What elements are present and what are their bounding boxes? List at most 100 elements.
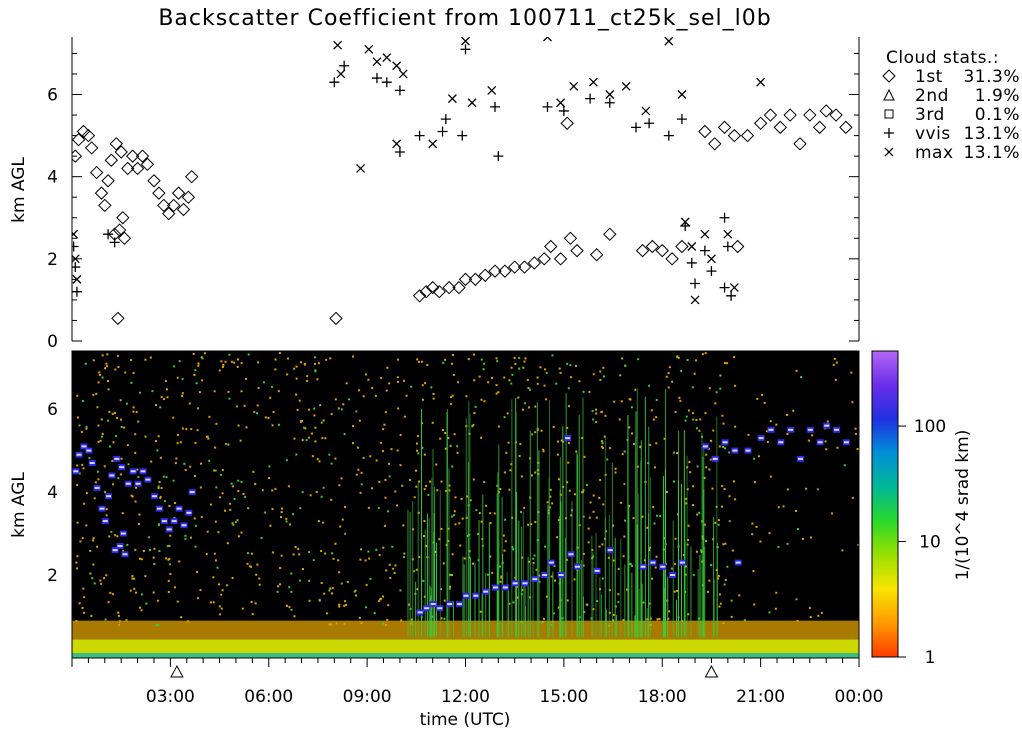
- scatter-point-max: [333, 40, 343, 50]
- noise-pixel: [290, 608, 293, 611]
- noise-pixel: [451, 553, 454, 556]
- noise-pixel: [98, 371, 101, 374]
- noise-pixel: [145, 602, 148, 605]
- noise-pixel: [600, 410, 603, 413]
- noise-pixel: [354, 589, 357, 592]
- noise-pixel: [595, 412, 598, 415]
- streak: [439, 490, 441, 638]
- noise-pixel: [181, 392, 184, 395]
- noise-pixel: [231, 485, 234, 488]
- noise-pixel: [337, 559, 340, 562]
- streak: [469, 413, 471, 638]
- noise-pixel: [466, 495, 469, 498]
- noise-pixel: [383, 423, 386, 426]
- xtick-label: 21:00: [736, 687, 785, 707]
- noise-pixel: [111, 593, 114, 596]
- noise-pixel: [639, 446, 642, 449]
- noise-pixel: [286, 357, 289, 360]
- noise-pixel: [256, 404, 259, 407]
- noise-pixel: [221, 492, 224, 495]
- cloud-edge: [745, 449, 751, 452]
- noise-pixel: [637, 358, 640, 361]
- noise-pixel: [298, 579, 301, 582]
- scatter-point-max: [543, 37, 552, 42]
- noise-pixel: [710, 564, 713, 567]
- noise-pixel: [295, 393, 298, 396]
- noise-pixel: [623, 482, 626, 485]
- cloud-edge: [568, 553, 574, 556]
- noise-pixel: [843, 464, 846, 467]
- noise-pixel: [527, 523, 530, 526]
- noise-pixel: [458, 522, 461, 525]
- noise-pixel: [109, 591, 112, 594]
- noise-pixel: [218, 605, 221, 608]
- noise-pixel: [319, 404, 322, 407]
- noise-pixel: [250, 600, 253, 603]
- noise-pixel: [107, 379, 110, 382]
- noise-pixel: [556, 453, 559, 456]
- noise-pixel: [267, 417, 270, 420]
- noise-pixel: [692, 574, 695, 577]
- noise-pixel: [442, 361, 445, 364]
- noise-pixel: [422, 579, 425, 582]
- noise-pixel: [621, 357, 624, 360]
- noise-pixel: [173, 516, 176, 519]
- noise-pixel: [809, 616, 812, 619]
- noise-pixel: [463, 557, 466, 560]
- noise-pixel: [444, 432, 447, 435]
- noise-pixel: [176, 600, 179, 603]
- noise-pixel: [149, 356, 152, 359]
- noise-pixel: [379, 441, 382, 444]
- noise-pixel: [99, 439, 102, 442]
- noise-pixel: [728, 451, 731, 454]
- noise-pixel: [264, 416, 267, 419]
- cloud-edge: [114, 457, 120, 460]
- scatter-point-1st: [104, 153, 119, 167]
- noise-pixel: [271, 385, 274, 388]
- noise-pixel: [76, 416, 79, 419]
- noise-pixel: [507, 441, 510, 444]
- noise-pixel: [533, 554, 536, 557]
- noise-pixel: [592, 373, 595, 376]
- streak: [614, 537, 616, 638]
- noise-pixel: [316, 458, 319, 461]
- scatter-ytick-label: 6: [47, 86, 58, 106]
- noise-pixel: [678, 396, 681, 399]
- noise-pixel: [133, 587, 136, 590]
- noise-pixel: [317, 520, 320, 523]
- scatter-point-1st: [176, 202, 191, 217]
- noise-pixel: [332, 557, 335, 560]
- noise-pixel: [239, 439, 242, 442]
- noise-pixel: [704, 412, 707, 415]
- noise-pixel: [278, 352, 281, 355]
- streak: [518, 520, 520, 638]
- noise-pixel: [382, 428, 385, 431]
- noise-pixel: [269, 396, 272, 399]
- noise-pixel: [144, 575, 147, 578]
- noise-pixel: [397, 407, 400, 410]
- noise-pixel: [761, 393, 764, 396]
- noise-pixel: [394, 490, 397, 493]
- streak: [701, 432, 703, 638]
- streak: [576, 450, 578, 638]
- noise-pixel: [135, 411, 138, 414]
- noise-pixel: [181, 394, 184, 397]
- noise-pixel: [816, 488, 819, 491]
- noise-pixel: [301, 568, 304, 571]
- scatter-point-1st: [763, 108, 778, 122]
- noise-pixel: [568, 489, 571, 492]
- noise-pixel: [423, 453, 426, 456]
- noise-pixel: [362, 395, 365, 398]
- cloud-edge: [81, 445, 87, 448]
- noise-pixel: [493, 512, 496, 515]
- noise-pixel: [227, 443, 230, 446]
- cloud-edge: [807, 428, 813, 431]
- noise-pixel: [512, 601, 515, 604]
- noise-pixel: [313, 407, 316, 410]
- cloud-edge: [73, 470, 79, 473]
- noise-pixel: [208, 415, 211, 418]
- scatter-point-1st: [507, 260, 522, 274]
- heatmap-y-axis-label: km AGL: [9, 472, 29, 538]
- noise-pixel: [529, 388, 532, 391]
- noise-pixel: [189, 536, 192, 539]
